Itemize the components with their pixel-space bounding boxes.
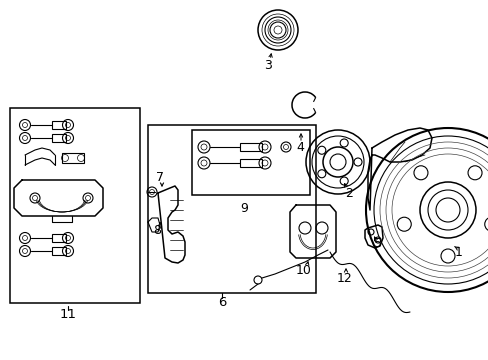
Bar (52, 121, 66, 129)
Text: 6: 6 (217, 296, 226, 309)
Bar (52, 134, 66, 142)
Text: 4: 4 (295, 140, 304, 153)
Text: 5: 5 (373, 237, 381, 249)
Text: 3: 3 (264, 59, 271, 72)
Text: 2: 2 (345, 186, 352, 199)
Text: 10: 10 (295, 264, 311, 276)
Bar (192, 130, 309, 195)
Bar (52, 234, 66, 242)
Text: 1: 1 (454, 246, 462, 258)
Bar (52, 247, 66, 255)
Bar (240, 143, 262, 151)
Bar (10, 108, 140, 303)
Text: 12: 12 (336, 271, 352, 284)
Text: 7: 7 (156, 171, 163, 184)
Bar (148, 125, 315, 293)
Text: 11: 11 (60, 309, 76, 321)
Bar (62, 153, 84, 163)
Text: 9: 9 (240, 202, 247, 215)
Text: 8: 8 (153, 224, 161, 237)
Bar (240, 159, 262, 167)
